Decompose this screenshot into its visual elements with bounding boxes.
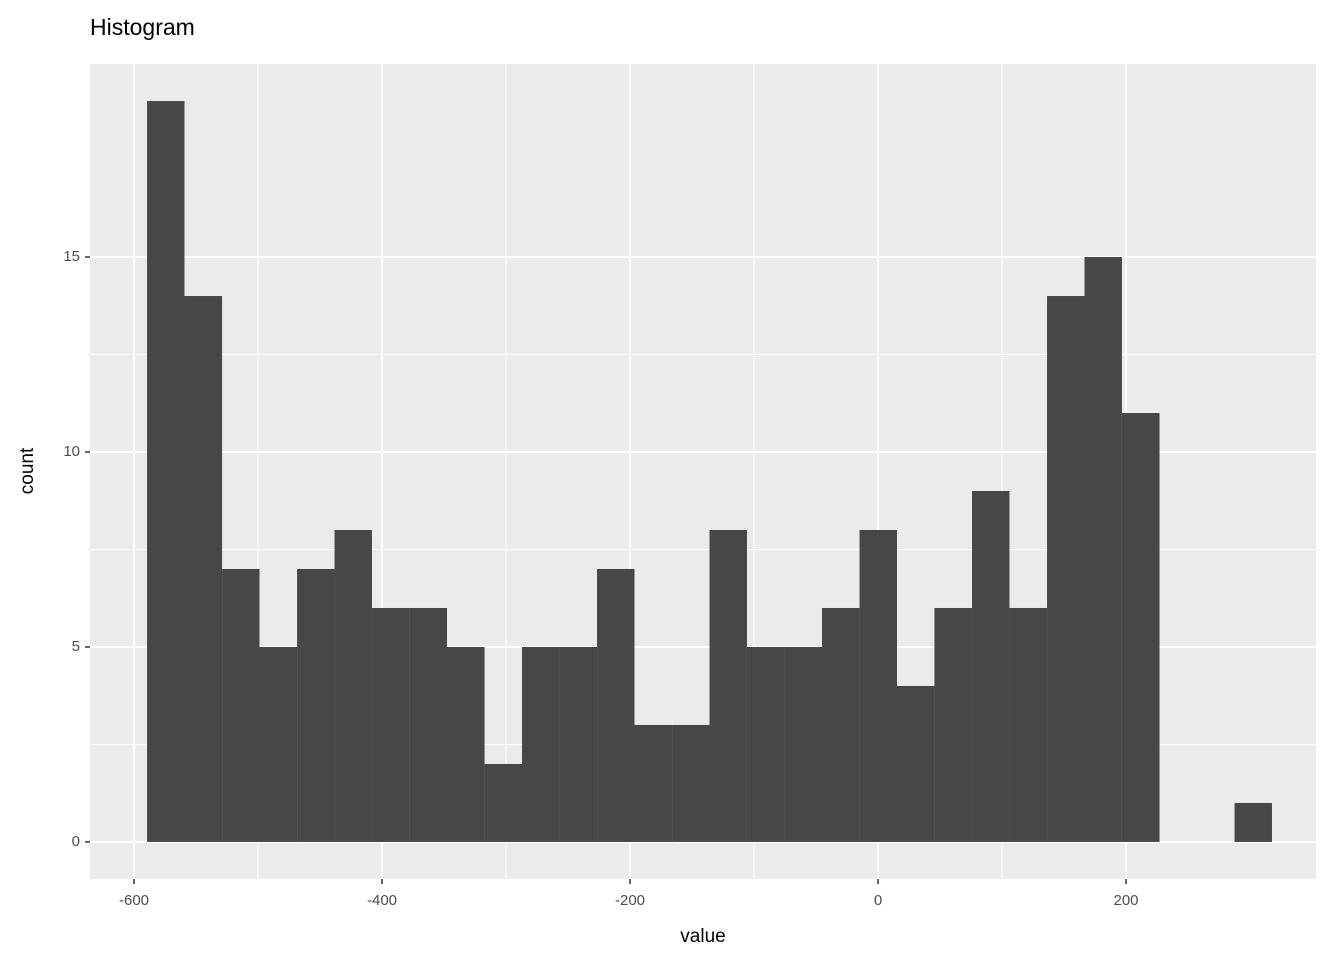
bar: [259, 646, 298, 842]
x-axis-title: value: [680, 926, 725, 947]
bar: [859, 529, 897, 842]
y-axis-title: count: [17, 447, 38, 494]
bar: [222, 568, 260, 842]
bar: [334, 529, 372, 842]
bar: [484, 763, 523, 842]
bar: [896, 685, 935, 842]
chart-title: Histogram: [90, 14, 195, 40]
bar: [522, 646, 560, 842]
bar: [746, 646, 785, 842]
bar: [597, 568, 635, 842]
x-tick-label: 200: [1114, 892, 1139, 909]
bar: [446, 646, 485, 842]
bar: [709, 529, 747, 842]
bar: [559, 646, 598, 842]
bar: [371, 607, 410, 842]
bar: [297, 568, 335, 842]
bar: [934, 607, 973, 842]
y-tick-label: 0: [72, 833, 80, 850]
x-tick-label: -400: [367, 892, 397, 909]
bar: [672, 724, 710, 842]
bar: [147, 101, 185, 842]
bar: [1121, 413, 1160, 842]
bar: [409, 607, 447, 842]
x-tick-label: 0: [874, 892, 882, 909]
bar: [184, 296, 223, 842]
y-tick-label: 15: [63, 248, 80, 265]
y-tick-label: 5: [72, 638, 80, 655]
y-tick-label: 10: [63, 443, 80, 460]
bar: [1234, 802, 1272, 842]
bar: [972, 490, 1010, 842]
bar: [784, 646, 822, 842]
x-tick-label: -200: [615, 892, 645, 909]
x-tick-label: -600: [119, 892, 149, 909]
bar: [1009, 607, 1048, 842]
bar: [1047, 296, 1085, 842]
bar: [1084, 257, 1122, 842]
bar: [821, 607, 860, 842]
bar: [634, 724, 673, 842]
